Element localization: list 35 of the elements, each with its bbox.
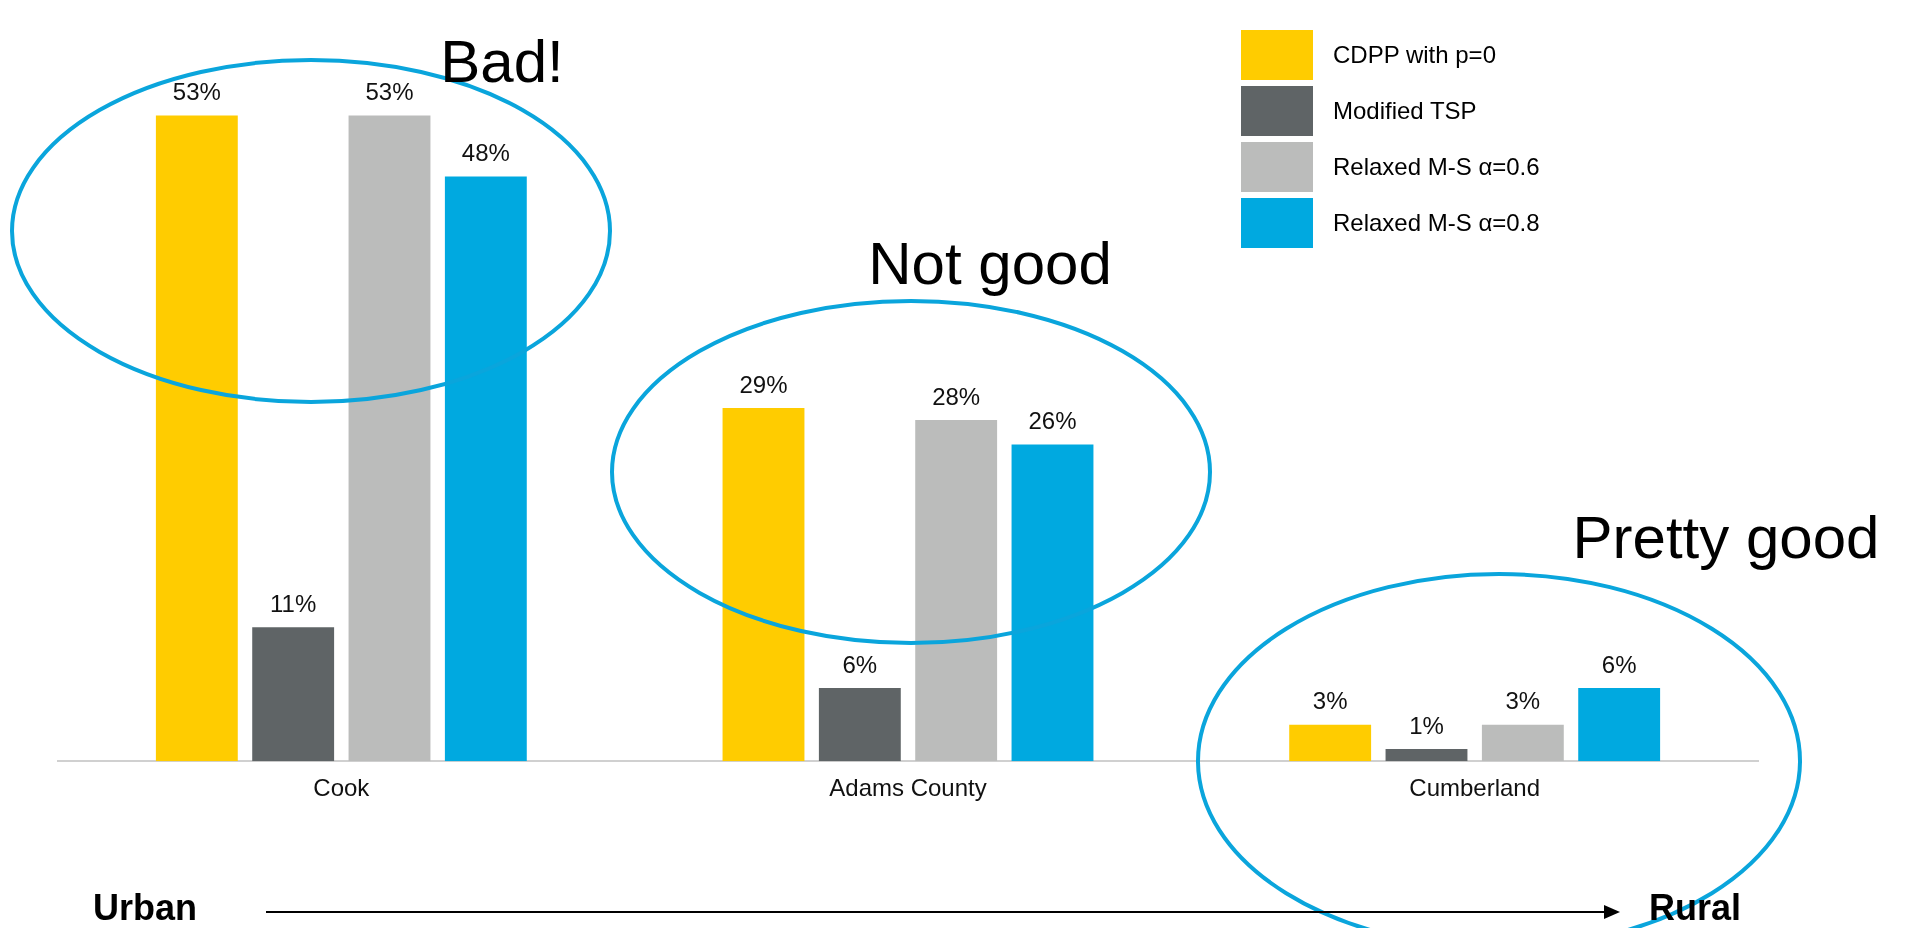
x-tick-label: Cumberland: [1409, 774, 1541, 802]
legend-label: Relaxed M-S α=0.6: [1333, 153, 1540, 181]
data-label: 26%: [1028, 407, 1077, 435]
legend-label: Relaxed M-S α=0.8: [1333, 209, 1540, 237]
data-label: 6%: [842, 650, 878, 678]
bar: [818, 688, 901, 762]
x-tick-label: Cook: [313, 774, 371, 802]
bar: [1385, 749, 1468, 762]
bar: [252, 627, 335, 762]
x-tick-label: Adams County: [829, 774, 987, 802]
data-label: 11%: [270, 589, 317, 617]
bar: [348, 115, 431, 762]
bar: [1011, 444, 1094, 762]
bar: [1481, 724, 1564, 762]
bar: [155, 115, 238, 762]
annotation: Pretty good: [1572, 504, 1880, 571]
legend-label: Modified TSP: [1333, 97, 1477, 125]
bar: [444, 176, 527, 762]
bar: [722, 407, 805, 762]
data-label: 48%: [461, 139, 510, 167]
data-label: 1%: [1409, 711, 1444, 739]
data-label: 3%: [1312, 687, 1348, 715]
bar: [1578, 688, 1661, 762]
text: Bad!: [440, 28, 564, 95]
text: Urban: [93, 887, 198, 928]
data-label: 3%: [1505, 687, 1541, 715]
annotation: Not good: [868, 230, 1112, 297]
data-label: 53%: [172, 78, 221, 106]
data-label: 53%: [365, 78, 414, 106]
data-label: 6%: [1601, 650, 1637, 678]
legend-label: CDPP with p=0: [1333, 41, 1496, 69]
bar: [1289, 724, 1372, 762]
data-label: 28%: [932, 382, 981, 410]
data-label: 29%: [739, 370, 788, 398]
bar: [915, 420, 998, 762]
